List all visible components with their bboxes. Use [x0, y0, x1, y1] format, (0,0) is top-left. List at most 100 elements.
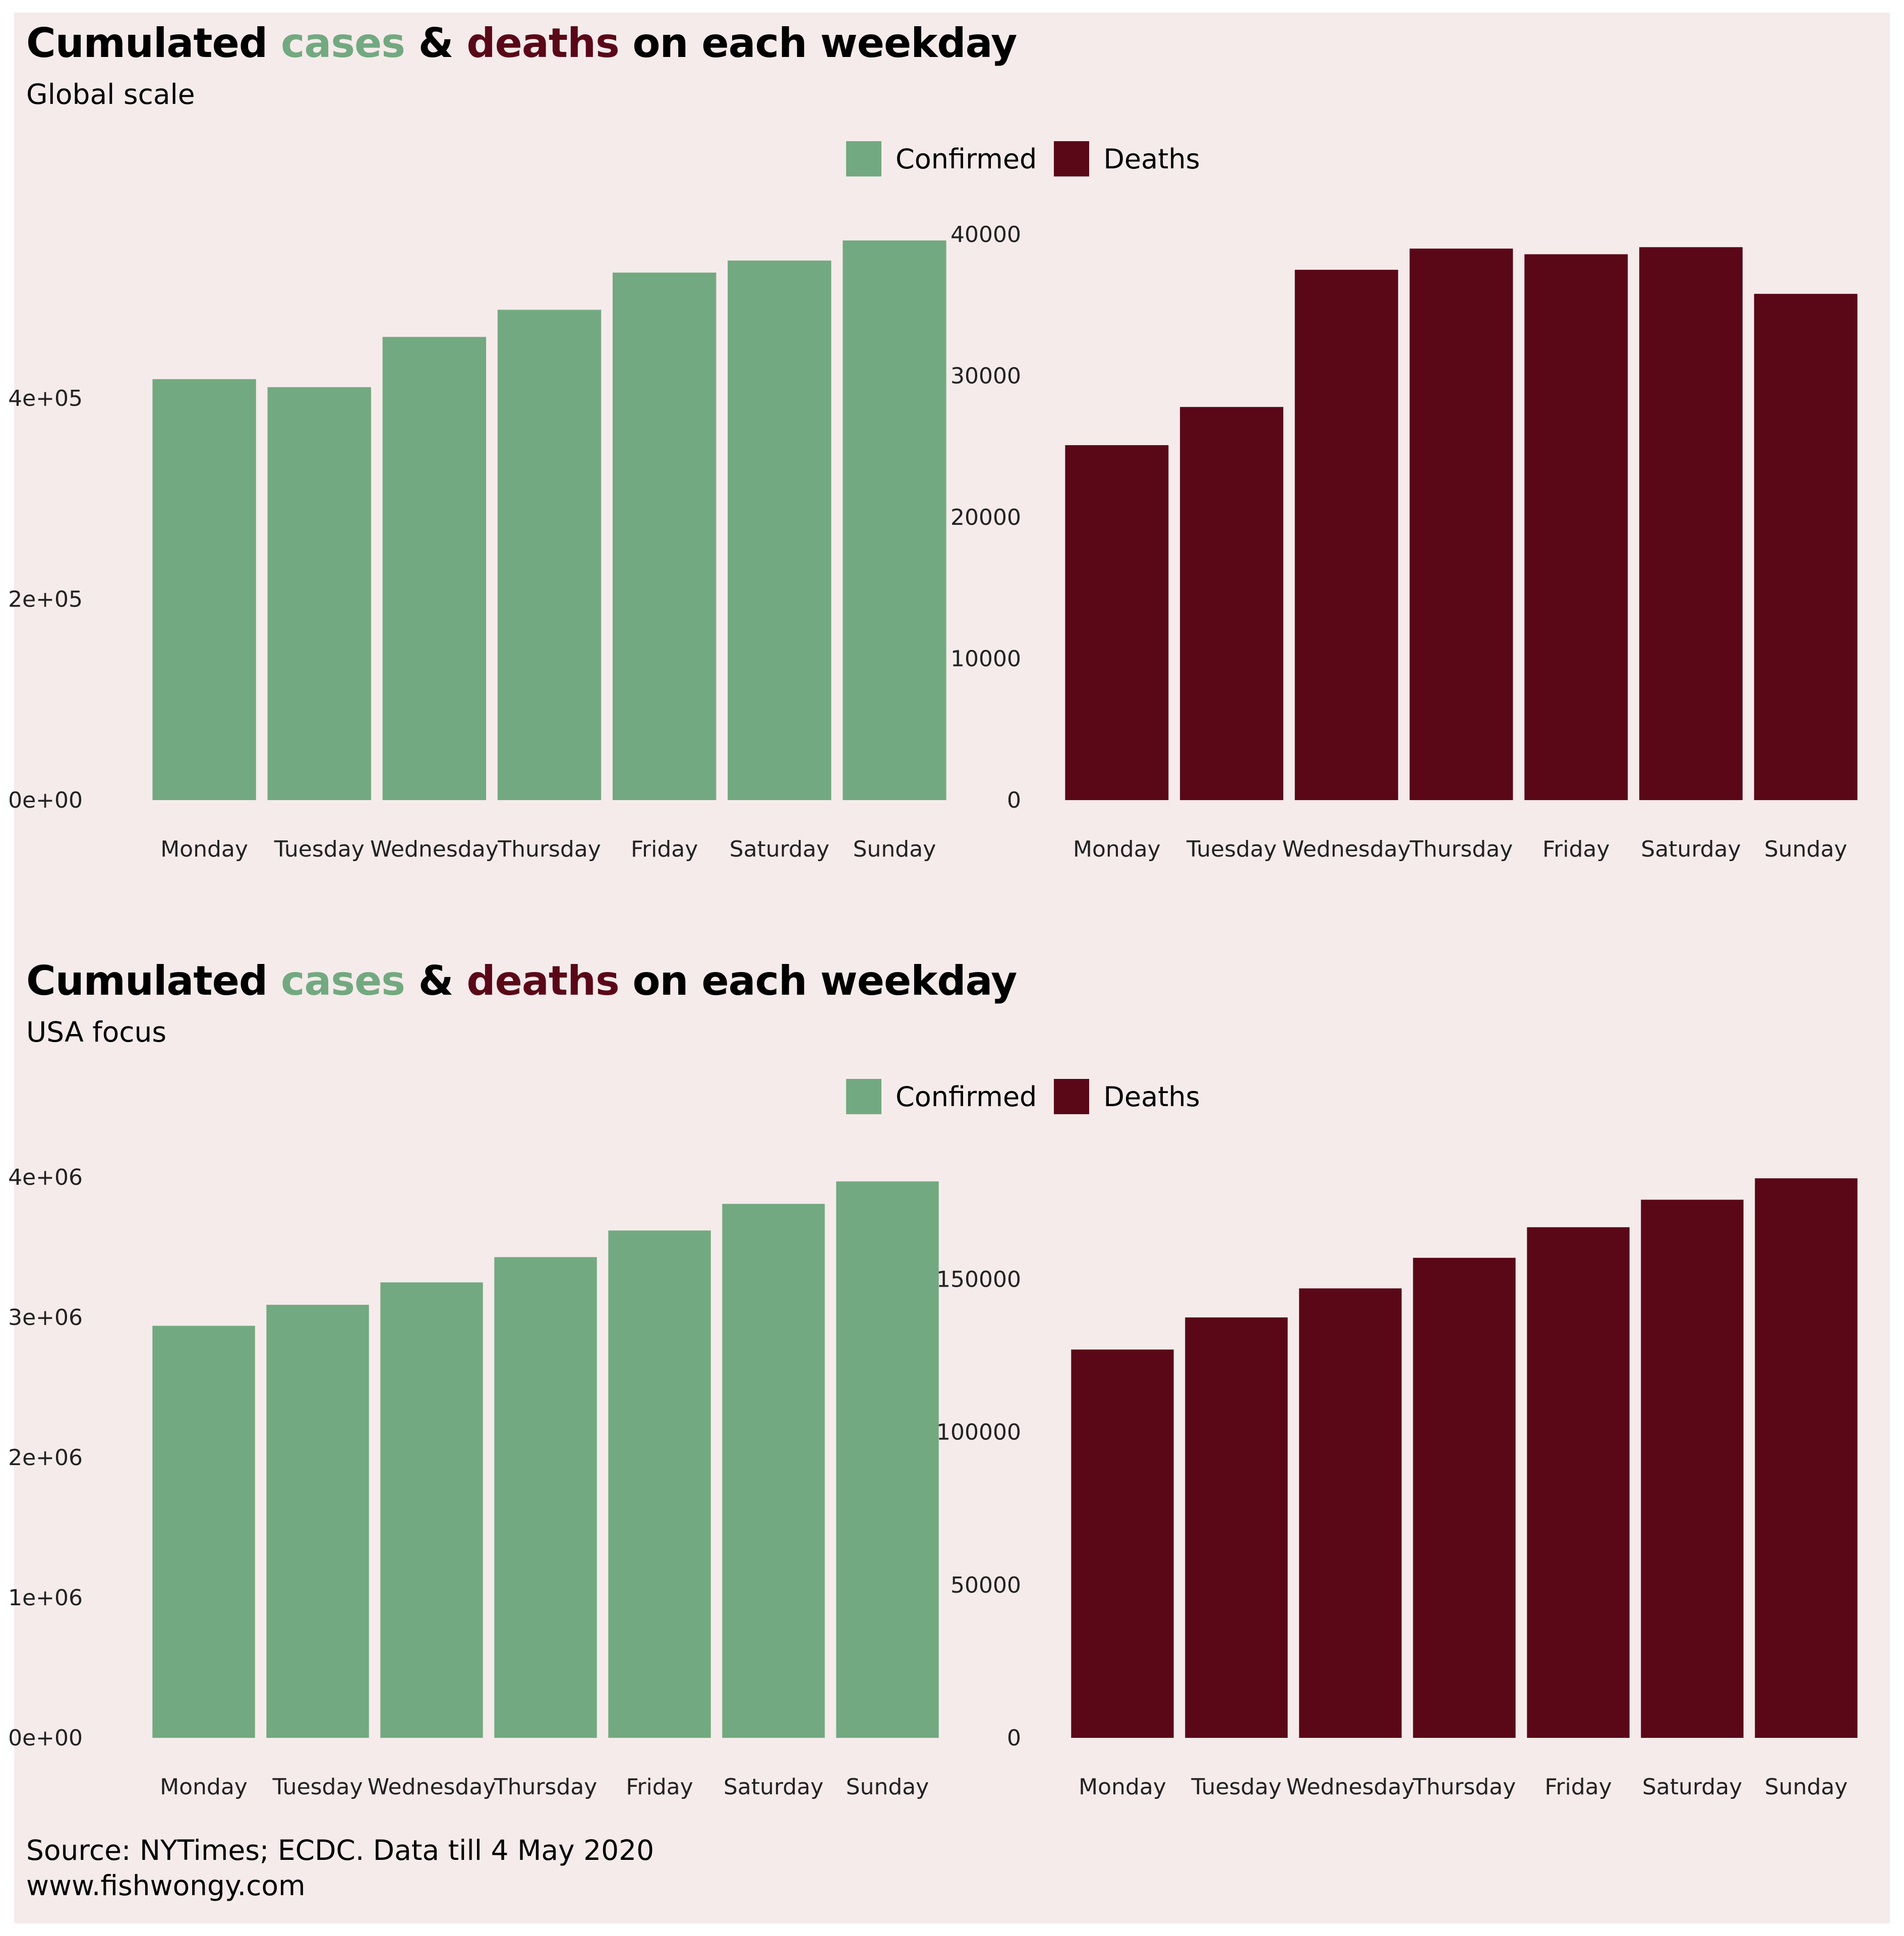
- panel-2-subtitle: USA focus: [26, 1016, 167, 1048]
- legend-key-deaths: [1054, 141, 1090, 176]
- usa-confirmed-bar: [380, 1282, 483, 1738]
- usa-confirmed-x-tick-label: Sunday: [846, 1774, 929, 1800]
- global-confirmed-x-tick-label: Tuesday: [274, 836, 365, 862]
- usa-confirmed-x-tick-label: Thursday: [494, 1774, 598, 1800]
- global-confirmed-x-tick-label: Friday: [631, 836, 698, 862]
- usa-deaths-x-tick-label: Thursday: [1412, 1774, 1516, 1800]
- panel-1-title: Cumulated cases & deaths on each weekday: [26, 20, 1017, 67]
- usa-confirmed-bar: [266, 1304, 369, 1738]
- usa-confirmed-y-tick-label: 1e+06: [8, 1585, 83, 1611]
- panel-1-subtitle: Global scale: [26, 78, 195, 110]
- legend-label: Confirmed: [896, 1080, 1037, 1113]
- usa-confirmed-x-tick-label: Tuesday: [272, 1774, 363, 1800]
- legend-label: Deaths: [1103, 1080, 1200, 1113]
- global-deaths-bar: [1065, 445, 1169, 800]
- global-deaths-y-tick-label: 30000: [950, 364, 1021, 389]
- title-cases-word: cases: [281, 20, 405, 67]
- global-deaths-x-tick-label: Sunday: [1764, 836, 1848, 862]
- global-confirmed-y-tick-label: 0e+00: [8, 788, 83, 813]
- usa-confirmed-bar: [494, 1257, 597, 1738]
- global-confirmed-bar: [728, 260, 831, 800]
- title-text: Cumulated: [26, 20, 281, 67]
- panel-1-legend: Confirmed Deaths: [846, 141, 1217, 176]
- global-confirmed-x-tick-label: Saturday: [730, 836, 829, 862]
- global-deaths-bar: [1754, 293, 1858, 800]
- usa-deaths-bar: [1755, 1178, 1858, 1738]
- title-ampersand: &: [404, 20, 467, 67]
- title-text: on each weekday: [619, 20, 1018, 67]
- usa-deaths-bar: [1299, 1288, 1402, 1738]
- legend-label: Confirmed: [896, 143, 1037, 175]
- global-confirmed-x-tick-label: Sunday: [853, 836, 936, 862]
- global-confirmed-x-tick-label: Monday: [160, 836, 248, 862]
- global-confirmed-bar: [152, 379, 256, 800]
- title-text: Cumulated: [26, 957, 281, 1004]
- global-confirmed-bar: [843, 240, 946, 800]
- title-text: on each weekday: [619, 957, 1018, 1004]
- global-confirmed-y-tick-label: 2e+05: [8, 586, 83, 612]
- legend-item-deaths: Deaths: [1054, 1079, 1200, 1114]
- panel-2-title: Cumulated cases & deaths on each weekday: [26, 957, 1017, 1004]
- legend-label: Deaths: [1103, 143, 1200, 175]
- global-confirmed-bar: [612, 272, 717, 801]
- global-confirmed-y-tick-label: 4e+05: [8, 386, 83, 411]
- global-deaths-bar: [1639, 247, 1743, 800]
- usa-confirmed-x-tick-label: Friday: [626, 1774, 693, 1800]
- global-confirmed-bar: [382, 337, 487, 800]
- global-deaths-x-tick-label: Wednesday: [1282, 836, 1411, 862]
- usa-confirmed-bar: [608, 1230, 711, 1738]
- usa-deaths-y-tick-label: 0: [1007, 1725, 1021, 1751]
- caption-source: Source: NYTimes; ECDC. Data till 4 May 2…: [26, 1834, 654, 1866]
- global-deaths-bar: [1409, 249, 1513, 800]
- usa-deaths-bar: [1071, 1349, 1174, 1738]
- usa-confirmed-bar: [152, 1325, 255, 1738]
- usa-confirmed-bar: [722, 1203, 825, 1738]
- usa-confirmed-x-tick-label: Monday: [160, 1774, 248, 1800]
- usa-deaths-bar: [1413, 1257, 1516, 1738]
- global-confirmed-x-tick-label: Thursday: [497, 836, 601, 862]
- global-deaths-x-tick-label: Friday: [1542, 836, 1610, 862]
- caption-website: www.fishwongy.com: [26, 1869, 306, 1902]
- legend-key-confirmed: [846, 1079, 881, 1114]
- global-confirmed-bar: [267, 387, 371, 800]
- global-deaths-x-tick-label: Monday: [1073, 836, 1161, 862]
- legend-item-confirmed: Confirmed: [846, 1079, 1037, 1114]
- global-deaths-bar: [1180, 407, 1284, 800]
- usa-deaths-x-tick-label: Sunday: [1765, 1774, 1848, 1800]
- title-deaths-word: deaths: [466, 957, 619, 1004]
- title-ampersand: &: [404, 957, 467, 1004]
- global-deaths-y-tick-label: 40000: [950, 222, 1021, 248]
- usa-deaths-y-tick-label: 150000: [936, 1266, 1021, 1292]
- usa-deaths-bar: [1185, 1317, 1288, 1738]
- global-deaths-x-tick-label: Thursday: [1409, 836, 1513, 862]
- usa-deaths-y-tick-label: 100000: [936, 1420, 1021, 1445]
- usa-deaths-x-tick-label: Friday: [1544, 1774, 1612, 1800]
- global-deaths-y-tick-label: 20000: [950, 505, 1021, 530]
- global-deaths-x-tick-label: Saturday: [1641, 836, 1741, 862]
- global-deaths-bar: [1294, 270, 1398, 800]
- usa-deaths-bar: [1527, 1227, 1630, 1738]
- usa-confirmed-y-tick-label: 3e+06: [8, 1305, 83, 1330]
- usa-deaths-x-tick-label: Saturday: [1642, 1774, 1742, 1800]
- source-caption: Source: NYTimes; ECDC. Data till 4 May 2…: [26, 1833, 654, 1903]
- global-confirmed-x-tick-label: Wednesday: [370, 836, 499, 862]
- title-deaths-word: deaths: [466, 20, 619, 67]
- usa-deaths-x-tick-label: Tuesday: [1191, 1774, 1281, 1800]
- usa-confirmed-y-tick-label: 0e+00: [8, 1725, 83, 1751]
- usa-confirmed-x-tick-label: Wednesday: [368, 1774, 496, 1800]
- usa-deaths-y-tick-label: 50000: [950, 1572, 1021, 1598]
- global-deaths-x-tick-label: Tuesday: [1186, 836, 1277, 862]
- global-deaths-y-tick-label: 0: [1007, 788, 1021, 813]
- global-deaths-y-tick-label: 10000: [950, 646, 1021, 672]
- legend-key-deaths: [1054, 1079, 1090, 1114]
- global-confirmed-bar: [497, 310, 602, 800]
- title-cases-word: cases: [281, 957, 405, 1004]
- global-deaths-bar: [1524, 254, 1628, 800]
- panel-2-legend: Confirmed Deaths: [846, 1079, 1217, 1114]
- legend-key-confirmed: [846, 141, 881, 176]
- usa-deaths-bar: [1641, 1199, 1744, 1738]
- usa-confirmed-bar: [836, 1181, 939, 1738]
- usa-deaths-x-tick-label: Wednesday: [1286, 1774, 1415, 1800]
- usa-confirmed-y-tick-label: 4e+06: [8, 1165, 83, 1190]
